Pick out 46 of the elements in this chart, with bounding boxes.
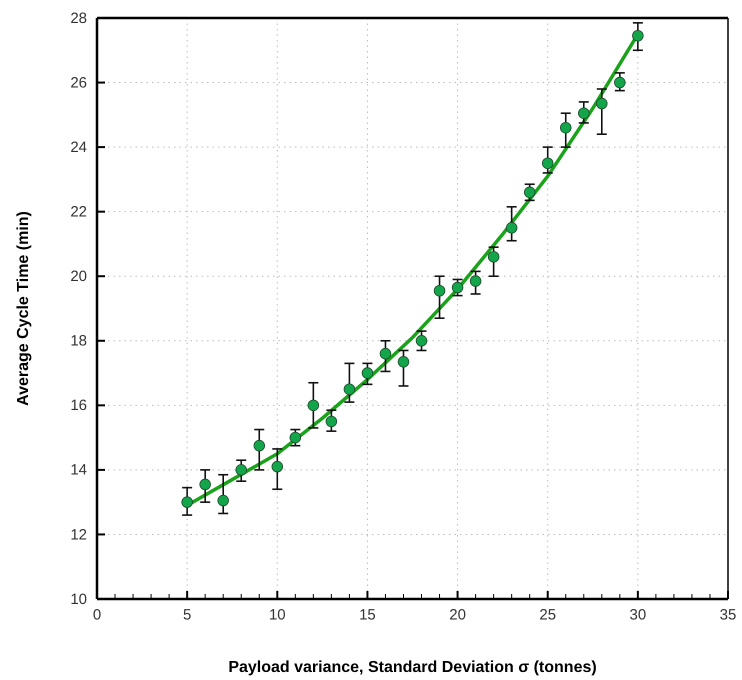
y-tick-label: 26 — [70, 74, 87, 92]
point — [416, 335, 428, 347]
y-tick-label: 24 — [70, 138, 87, 156]
point — [434, 285, 446, 296]
x-tick-label: 0 — [92, 606, 102, 624]
point — [235, 464, 247, 476]
y-tick-label: 18 — [70, 332, 87, 350]
point — [272, 460, 284, 472]
x-tick-label: 15 — [359, 606, 376, 624]
point — [326, 416, 338, 428]
x-tick-label: 5 — [182, 606, 192, 624]
y-tick-label: 20 — [70, 268, 87, 286]
y-tick-label: 12 — [70, 526, 87, 544]
point — [217, 494, 229, 506]
point — [506, 222, 518, 234]
point — [380, 348, 392, 360]
point — [470, 275, 482, 287]
y-tick-label: 28 — [70, 10, 87, 27]
point — [254, 440, 266, 452]
point — [614, 76, 626, 88]
point — [308, 400, 320, 412]
x-tick-label: 10 — [268, 606, 286, 624]
point — [452, 282, 464, 294]
x-tick-label: 25 — [539, 606, 556, 624]
y-tick-label: 14 — [70, 462, 87, 479]
y-tick-label: 22 — [70, 203, 87, 220]
x-tick-label: 20 — [449, 606, 466, 624]
point — [596, 98, 608, 110]
point — [542, 158, 554, 169]
y-axis-title: Average Cycle Time (min) — [15, 211, 32, 406]
point — [524, 186, 536, 198]
point — [362, 367, 374, 379]
point — [632, 30, 644, 42]
x-axis-title: Payload variance, Standard Deviation σ (tonnes) — [228, 659, 597, 676]
point — [181, 496, 193, 508]
point — [560, 122, 572, 134]
point — [578, 107, 590, 119]
point — [199, 478, 211, 490]
point — [488, 251, 500, 263]
point — [344, 383, 356, 395]
y-tick-label: 10 — [70, 590, 87, 608]
point — [398, 356, 410, 368]
point — [290, 432, 302, 444]
x-tick-label: 35 — [720, 606, 736, 624]
y-tick-label: 16 — [70, 397, 87, 414]
x-tick-label: 30 — [630, 606, 646, 624]
